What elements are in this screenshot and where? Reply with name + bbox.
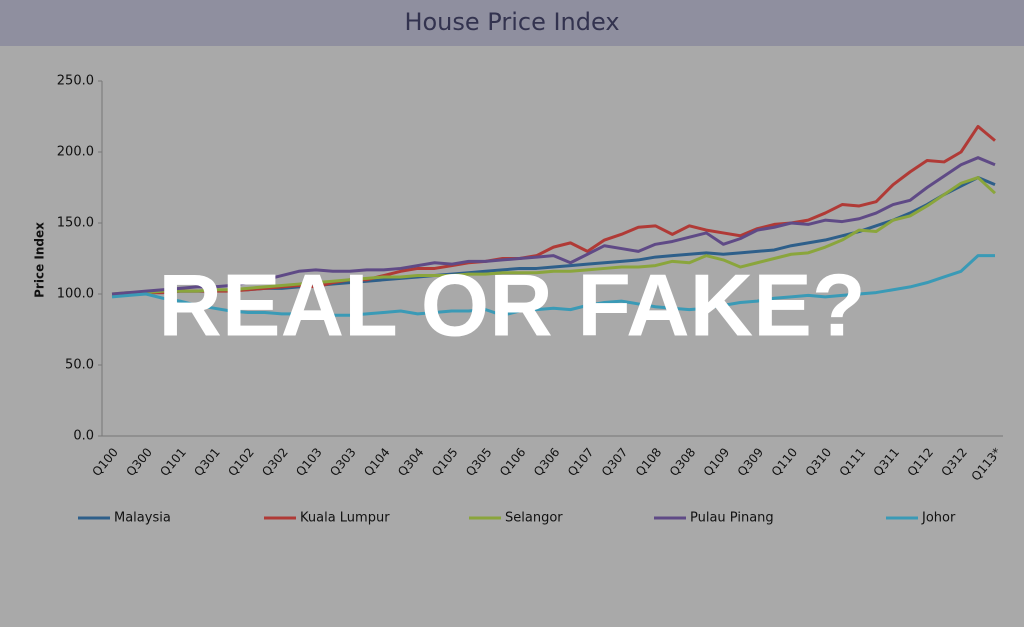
overlay-text: REAL OR FAKE?: [158, 255, 865, 354]
x-tick-label: Q108: [633, 445, 665, 479]
x-tick-label: Q312: [938, 445, 970, 479]
x-tick-label: Q310: [803, 445, 835, 479]
x-tick-label: Q302: [259, 445, 291, 479]
title-bar: [0, 0, 1024, 46]
x-tick-label: Q308: [667, 445, 699, 479]
legend-label: Malaysia: [114, 511, 171, 526]
y-tick-label: 250.0: [57, 74, 94, 89]
legend-label: Kuala Lumpur: [300, 511, 390, 526]
x-tick-label: Q106: [497, 445, 529, 479]
legend-label: Pulau Pinang: [690, 511, 774, 526]
x-tick-label: Q307: [599, 445, 631, 479]
x-tick-label: Q113*: [969, 445, 1004, 483]
x-tick-label: Q303: [327, 445, 359, 479]
legend-label: Selangor: [505, 511, 563, 526]
y-axis-label: Price Index: [33, 222, 47, 298]
y-tick-label: 50.0: [65, 358, 94, 373]
x-tick-label: Q305: [463, 445, 495, 479]
x-tick-label: Q306: [531, 445, 563, 479]
x-tick-label: Q311: [871, 445, 903, 479]
series-line: [111, 176, 997, 296]
x-tick-label: Q104: [361, 445, 393, 479]
x-tick-label: Q300: [123, 445, 155, 479]
x-tick-label: Q110: [769, 445, 801, 479]
y-tick-label: 100.0: [57, 287, 94, 302]
y-tick-label: 200.0: [57, 145, 94, 160]
x-tick-label: Q100: [89, 445, 121, 479]
x-tick-label: Q103: [293, 445, 325, 479]
x-tick-label: Q101: [157, 445, 189, 479]
y-tick-label: 150.0: [57, 216, 94, 231]
x-tick-label: Q112: [905, 445, 937, 479]
x-tick-label: Q304: [395, 445, 427, 479]
x-tick-label: Q301: [191, 445, 223, 479]
x-tick-label: Q102: [225, 445, 257, 479]
x-tick-label: Q105: [429, 445, 461, 479]
x-tick-label: Q109: [701, 445, 733, 479]
y-tick-label: 0.0: [73, 429, 94, 444]
x-tick-label: Q309: [735, 445, 767, 479]
chart-title: House Price Index: [404, 8, 619, 36]
x-tick-label: Q111: [837, 445, 869, 479]
series-line: [111, 254, 995, 317]
series-line: [111, 156, 996, 296]
legend-label: Johor: [921, 511, 956, 526]
x-tick-label: Q107: [565, 445, 597, 479]
